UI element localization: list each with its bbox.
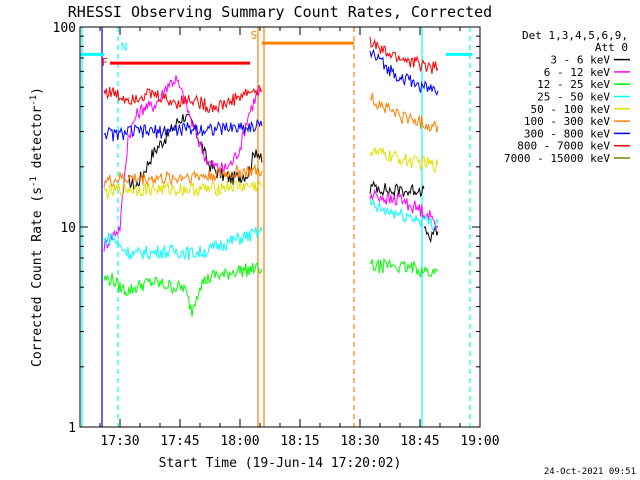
x-tick-label: 18:15 bbox=[280, 434, 319, 449]
legend-entry-label: 300 - 800 keV bbox=[524, 127, 610, 140]
series-line bbox=[103, 85, 263, 114]
x-axis-label: Start Time (19-Jun-14 17:20:02) bbox=[159, 456, 402, 471]
series-line bbox=[103, 163, 263, 188]
x-tick-label: 19:00 bbox=[460, 434, 499, 449]
series-line bbox=[369, 180, 425, 198]
series-line bbox=[369, 257, 439, 279]
x-tick-label: 18:00 bbox=[220, 434, 259, 449]
legend-entry-label: 7000 - 15000 keV bbox=[504, 152, 610, 165]
series-line bbox=[103, 179, 263, 201]
legend-entry-label: 25 - 50 keV bbox=[537, 91, 610, 104]
legend-entry-label: 6 - 12 keV bbox=[544, 66, 611, 79]
y-tick-label: 1 bbox=[68, 421, 76, 436]
x-tick-label: 18:45 bbox=[400, 434, 439, 449]
legend-header: Det 1,3,4,5,6,9, bbox=[522, 29, 628, 42]
y-axis-label-unit: detector bbox=[30, 106, 45, 169]
legend-entry-label: 800 - 7000 keV bbox=[517, 140, 610, 153]
x-tick-label: 17:30 bbox=[100, 434, 139, 449]
legend-header: Att 0 bbox=[595, 41, 628, 54]
y-axis-label-sup: -1 bbox=[29, 176, 39, 187]
series-line bbox=[369, 48, 439, 96]
plot-frame bbox=[79, 26, 481, 428]
series-line bbox=[103, 262, 263, 318]
y-axis: 1 10 100 bbox=[53, 21, 480, 436]
series-line bbox=[369, 147, 439, 173]
series-line bbox=[103, 75, 263, 252]
y-axis-label-sup: -1 bbox=[29, 95, 39, 106]
flag-label: N bbox=[121, 40, 128, 53]
chart-title: RHESSI Observing Summary Count Rates, Co… bbox=[68, 3, 492, 21]
y-axis-label-close: ) bbox=[30, 87, 45, 95]
series-line bbox=[369, 92, 439, 133]
legend-entry-label: 3 - 6 keV bbox=[550, 54, 610, 67]
x-tick-label: 17:45 bbox=[160, 434, 199, 449]
series-line bbox=[103, 226, 263, 260]
legend-entry-label: 50 - 100 keV bbox=[531, 103, 611, 116]
flag-label: S bbox=[251, 29, 258, 42]
y-axis-label: Corrected Count Rate (s-1 detector-1) bbox=[29, 87, 45, 367]
series-line bbox=[369, 36, 439, 74]
y-tick-label: 10 bbox=[60, 221, 76, 236]
x-axis: 17:30 17:45 18:00 18:15 18:30 18:45 19:00 bbox=[99, 27, 500, 449]
date-stamp: 24-Oct-2021 09:51 bbox=[544, 467, 636, 477]
flag-label: F bbox=[101, 56, 108, 69]
series-line bbox=[369, 198, 439, 231]
x-tick-label: 18:30 bbox=[340, 434, 379, 449]
series-line bbox=[103, 118, 263, 142]
legend-entry-label: 100 - 300 keV bbox=[524, 115, 610, 128]
y-tick-label: 100 bbox=[53, 21, 76, 36]
legend-entry-label: 12 - 25 keV bbox=[537, 78, 610, 91]
